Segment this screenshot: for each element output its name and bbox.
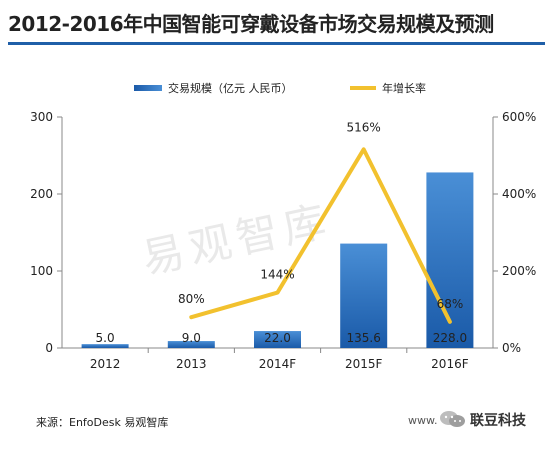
chart-title: 2012-2016年中国智能可穿戴设备市场交易规模及预测 (8, 12, 494, 36)
title-underline (8, 42, 545, 45)
right-tick-label: 600% (502, 110, 536, 124)
bar (254, 331, 301, 348)
growth-value-label: 144% (260, 268, 294, 282)
left-tick-label: 300 (30, 110, 53, 124)
right-tick-label: 0% (502, 341, 521, 355)
brand-name: 联豆科技 (470, 413, 526, 429)
x-tick-label: 2016F (431, 357, 469, 371)
legend-label-bar: 交易规模（亿元 人民币） (168, 81, 293, 95)
legend: 交易规模（亿元 人民币） 年增长率 (134, 81, 426, 95)
bar-value-label: 5.0 (96, 331, 115, 345)
left-tick-label: 0 (45, 341, 53, 355)
bar (81, 344, 129, 348)
x-tick-label: 2015F (345, 357, 383, 371)
growth-value-label: 68% (437, 297, 464, 311)
growth-value-label: 80% (178, 292, 205, 306)
bar-series (81, 172, 474, 348)
x-tick-label: 2012 (90, 357, 121, 371)
legend-label-line: 年增长率 (382, 81, 426, 95)
source-note: 来源：EnfoDesk 易观智库 (36, 416, 169, 429)
bar (340, 243, 388, 348)
bar-value-label: 228.0 (433, 331, 467, 345)
bar (167, 341, 215, 348)
growth-line (189, 147, 452, 324)
data-labels: 5.0 9.0 22.0 135.6 228.0 80% 144% 516% 68% (96, 120, 468, 345)
growth-line-series (189, 147, 452, 324)
x-tick-label: 2013 (176, 357, 207, 371)
growth-value-label: 516% (347, 120, 381, 134)
legend-swatch-bar (134, 85, 162, 91)
bar-value-label: 135.6 (347, 331, 381, 345)
axes: 0 100 200 300 0% 200% 400% 600% 2012 2013 2014F 201… (30, 110, 536, 371)
left-tick-label: 200 (30, 187, 53, 201)
footer-url: www. (408, 414, 438, 427)
right-tick-label: 200% (502, 264, 536, 278)
right-tick-label: 400% (502, 187, 536, 201)
wechat-icon (440, 411, 465, 427)
bar-value-label: 9.0 (182, 331, 201, 345)
left-tick-label: 100 (30, 264, 53, 278)
bar-value-label: 22.0 (264, 331, 291, 345)
x-tick-label: 2014F (259, 357, 297, 371)
